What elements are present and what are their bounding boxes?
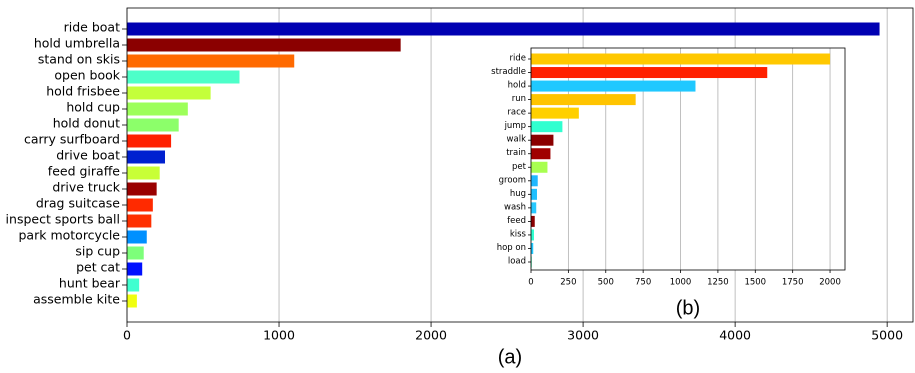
y-tick-label: kiss: [510, 229, 527, 239]
y-tick-label: carry surfboard: [24, 132, 120, 147]
bar: [127, 22, 880, 36]
y-tick-label: ride boat: [64, 20, 120, 35]
bar: [531, 148, 551, 160]
x-tick-label: 1000: [263, 328, 295, 343]
bar: [127, 70, 240, 84]
bar: [127, 214, 152, 228]
y-tick-label: groom: [499, 175, 526, 185]
y-tick-label: pet: [512, 162, 527, 172]
bar: [531, 107, 579, 119]
y-tick-label: pet cat: [76, 260, 120, 275]
panel-label: (b): [676, 297, 700, 319]
bar: [127, 262, 143, 276]
y-tick-label: stand on skis: [38, 52, 120, 67]
bar: [531, 215, 535, 227]
bar: [127, 150, 166, 164]
x-tick-label: 2000: [415, 328, 447, 343]
bar: [531, 188, 537, 200]
x-tick-label: 1250: [707, 278, 729, 288]
bar: [531, 229, 534, 241]
bar: [127, 166, 160, 180]
y-tick-label: wash: [504, 202, 526, 212]
bar: [531, 53, 831, 65]
y-tick-label: sip cup: [75, 244, 120, 259]
x-tick-label: 250: [560, 278, 576, 288]
y-tick-label: hold: [508, 81, 526, 91]
x-tick-label: 0: [123, 328, 131, 343]
bar: [531, 175, 538, 187]
y-tick-label: open book: [54, 68, 120, 83]
x-tick-label: 1500: [744, 278, 766, 288]
x-tick-label: 4000: [719, 328, 751, 343]
bar: [531, 202, 537, 214]
bar: [127, 294, 137, 308]
x-tick-label: 0: [528, 278, 533, 288]
x-tick-label: 5000: [871, 328, 903, 343]
bar: [127, 246, 144, 260]
panel-label: (a): [498, 346, 522, 368]
y-tick-label: hug: [510, 189, 526, 199]
bar: [531, 67, 768, 79]
bar: [127, 102, 188, 116]
bar: [127, 134, 172, 148]
y-tick-label: hunt bear: [59, 276, 121, 291]
y-tick-label: straddle: [491, 67, 526, 77]
x-tick-label: 750: [635, 278, 651, 288]
bar: [127, 38, 401, 52]
y-tick-label: jump: [504, 121, 526, 131]
y-tick-label: drag suitcase: [36, 196, 120, 211]
y-tick-label: hold cup: [66, 100, 120, 115]
x-tick-label: 2000: [819, 278, 841, 288]
plot-frame: [126, 7, 914, 323]
bar: [531, 161, 548, 173]
y-tick-label: assemble kite: [33, 292, 120, 307]
y-tick-label: walk: [507, 135, 527, 145]
y-tick-label: run: [512, 94, 526, 104]
bar: [127, 198, 153, 212]
y-tick-label: race: [507, 108, 526, 118]
bar: [531, 242, 534, 254]
bar: [127, 182, 157, 196]
y-tick-label: park motorcycle: [19, 228, 121, 243]
x-tick-label: 1750: [782, 278, 804, 288]
bar: [531, 94, 636, 106]
bar: [531, 121, 563, 133]
y-tick-label: drive truck: [52, 180, 120, 195]
x-tick-label: 1000: [670, 278, 692, 288]
bar: [531, 80, 696, 92]
y-tick-label: feed giraffe: [48, 164, 121, 179]
bar: [531, 134, 554, 146]
x-tick-label: 500: [598, 278, 614, 288]
bar: [127, 230, 147, 244]
bar: [127, 278, 140, 292]
y-tick-label: hold donut: [53, 116, 120, 131]
bar: [127, 86, 211, 100]
y-tick-label: ride: [510, 54, 526, 64]
plot-frame: [530, 47, 846, 271]
y-tick-label: inspect sports ball: [6, 212, 120, 227]
bar: [127, 118, 179, 132]
y-tick-label: hold umbrella: [34, 36, 120, 51]
y-tick-label: drive boat: [56, 148, 120, 163]
y-tick-label: train: [506, 148, 526, 158]
y-tick-label: hold frisbee: [46, 84, 120, 99]
x-tick-label: 3000: [567, 328, 599, 343]
y-tick-label: feed: [507, 216, 526, 226]
y-tick-label: hop on: [497, 243, 526, 253]
y-tick-label: load: [508, 257, 526, 267]
bar: [127, 54, 295, 68]
